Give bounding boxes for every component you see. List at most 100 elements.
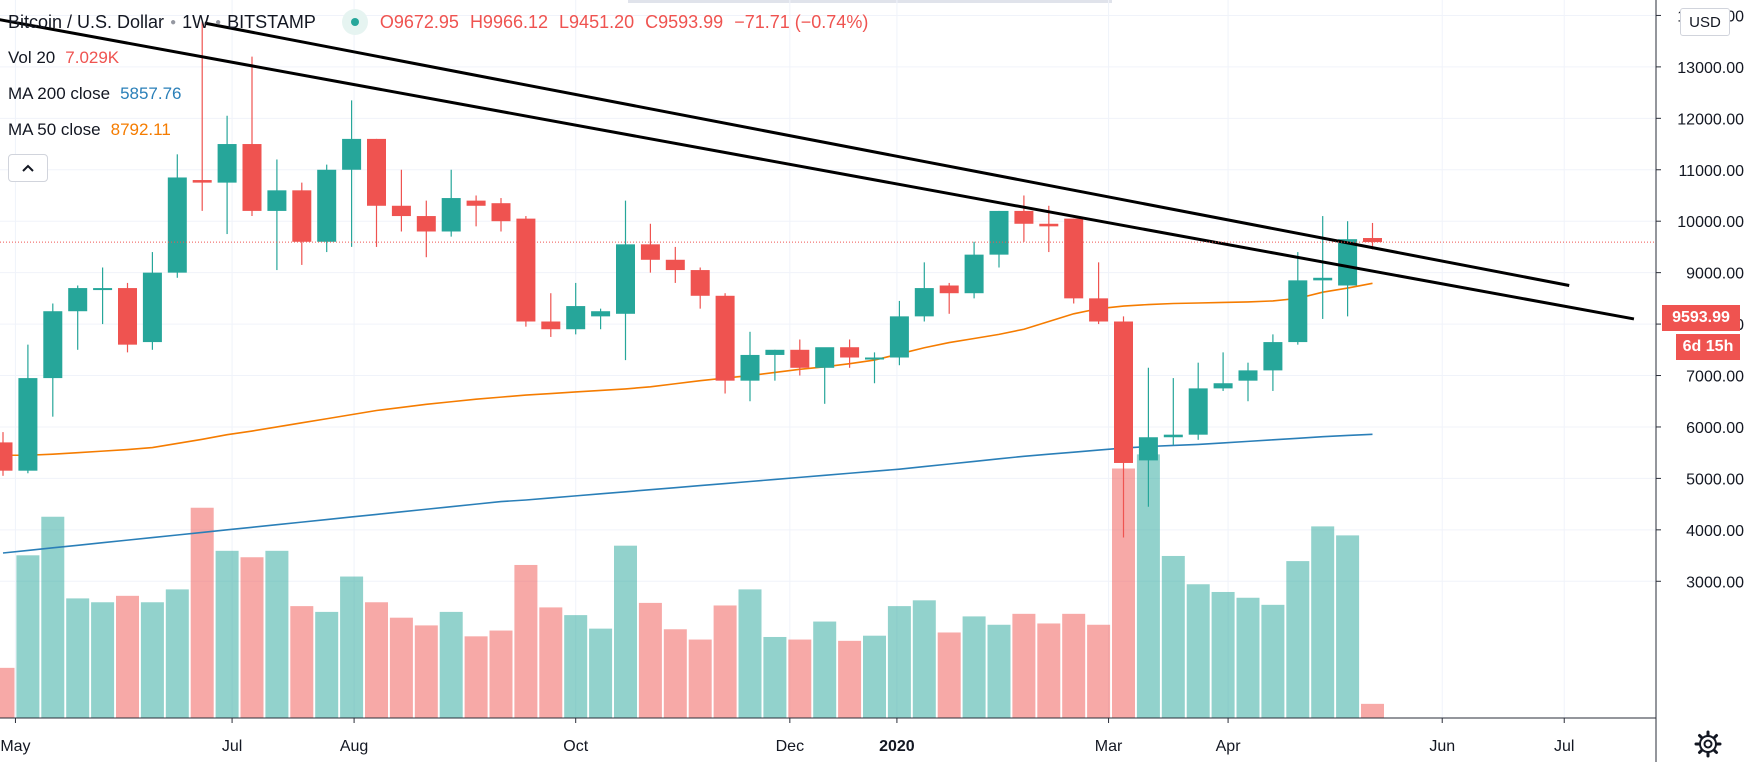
study-ma200[interactable]: MA 200 close 5857.76 xyxy=(8,76,868,112)
candle-body xyxy=(1014,210,1034,224)
trendline xyxy=(0,18,1635,321)
study-value: 8792.11 xyxy=(110,120,171,139)
price-tick-label: 9000.00 xyxy=(1686,266,1744,283)
candle-body xyxy=(367,138,386,206)
volume-bar xyxy=(514,564,538,718)
volume-bar xyxy=(937,632,961,718)
volume-bar xyxy=(688,639,712,718)
study-ma50[interactable]: MA 50 close 8792.11 xyxy=(8,112,868,148)
candle-body xyxy=(317,169,337,242)
price-tick-label: 10000.00 xyxy=(1677,214,1744,231)
currency-button[interactable]: USD xyxy=(1680,8,1730,36)
candle xyxy=(267,159,287,271)
candle xyxy=(1039,205,1059,253)
candle xyxy=(1263,334,1283,391)
candle-body xyxy=(889,316,909,358)
volume-bar xyxy=(638,602,662,718)
volume-bar xyxy=(1112,468,1135,718)
volume-bar xyxy=(1236,597,1260,718)
symbol-title[interactable]: Bitcoin / U.S. Dollar xyxy=(8,11,165,32)
candle xyxy=(1313,216,1333,319)
candle-body xyxy=(765,349,785,355)
candle-body xyxy=(267,190,287,211)
volume-bar xyxy=(439,611,463,718)
price-tick-label: 13000.00 xyxy=(1677,60,1744,77)
volume-bar xyxy=(1161,555,1185,718)
candle xyxy=(690,267,710,309)
candle-body xyxy=(242,144,262,211)
volume-bar xyxy=(41,516,65,718)
volume-bar xyxy=(140,602,164,718)
top-panel-edge xyxy=(628,0,1112,3)
candle-body xyxy=(18,378,38,471)
candle xyxy=(167,154,187,278)
volume-bar xyxy=(1336,535,1360,718)
time-tick-label: Jul xyxy=(222,738,242,755)
candle-body xyxy=(1263,342,1283,371)
candle-body xyxy=(1313,277,1333,281)
gear-icon[interactable] xyxy=(1694,730,1722,758)
candle-body xyxy=(640,244,660,260)
study-volume[interactable]: Vol 20 7.029K xyxy=(8,40,868,76)
volume-bar xyxy=(389,617,413,718)
volume-bar xyxy=(489,630,513,718)
candle-body xyxy=(1338,239,1358,286)
candle xyxy=(317,164,337,253)
volume-bar xyxy=(464,636,488,718)
candle xyxy=(1363,222,1382,250)
symbol-header: Bitcoin / U.S. Dollar ● 1W ● BITSTAMP O9… xyxy=(8,4,868,40)
volume-bar xyxy=(838,640,862,718)
interval-label[interactable]: 1W xyxy=(182,11,210,32)
volume-bar xyxy=(1286,561,1310,718)
low-value: L9451.20 xyxy=(559,11,635,32)
candle-body xyxy=(566,306,586,330)
candle-body xyxy=(217,144,237,183)
candle xyxy=(1213,352,1233,391)
candle-body xyxy=(815,347,835,368)
candle xyxy=(192,21,212,211)
candle xyxy=(740,331,760,402)
candle-body xyxy=(865,357,884,360)
price-tick-label: 11000.00 xyxy=(1678,163,1744,180)
candle-body xyxy=(1039,223,1059,227)
volume-bar xyxy=(1087,624,1111,718)
volume-bars xyxy=(0,454,1384,718)
candle-body xyxy=(43,311,63,379)
open-value: O9672.95 xyxy=(379,11,459,32)
study-value: 7.029K xyxy=(65,48,120,67)
time-tick-label: Jun xyxy=(1429,738,1455,755)
volume-bar xyxy=(165,589,189,718)
ma50-line xyxy=(3,282,1373,457)
volume-bar xyxy=(614,545,637,718)
ohlc-values: O9672.95 H9966.12 L9451.20 C9593.99 −71.… xyxy=(380,12,868,33)
candle-body xyxy=(914,288,934,317)
volume-bar xyxy=(215,550,239,718)
separator-dot: ● xyxy=(215,16,222,28)
volume-bar xyxy=(190,507,214,718)
candle-body xyxy=(840,347,860,358)
candle xyxy=(640,223,660,273)
collapse-legend-button[interactable] xyxy=(8,154,48,182)
volume-bar xyxy=(863,635,886,718)
candle xyxy=(665,246,685,283)
volume-bar xyxy=(340,576,364,718)
time-tick-label: Jul xyxy=(1554,738,1574,755)
grid xyxy=(0,0,1656,718)
candle xyxy=(765,349,785,381)
candle-body xyxy=(616,244,635,314)
market-status-icon[interactable] xyxy=(341,9,368,35)
candle-body xyxy=(1089,298,1109,322)
candle-body xyxy=(118,288,137,345)
volume-bar xyxy=(738,589,762,718)
candle xyxy=(441,169,461,237)
candle-body xyxy=(391,205,411,217)
volume-bar xyxy=(539,607,563,718)
candle-body xyxy=(292,190,312,242)
candle-body xyxy=(964,254,984,294)
volume-bar xyxy=(1361,703,1384,718)
separator-dot: ● xyxy=(170,16,177,28)
candle xyxy=(466,195,486,227)
ma50-series xyxy=(3,282,1373,457)
candle xyxy=(715,293,735,394)
candle-body xyxy=(1114,321,1133,463)
